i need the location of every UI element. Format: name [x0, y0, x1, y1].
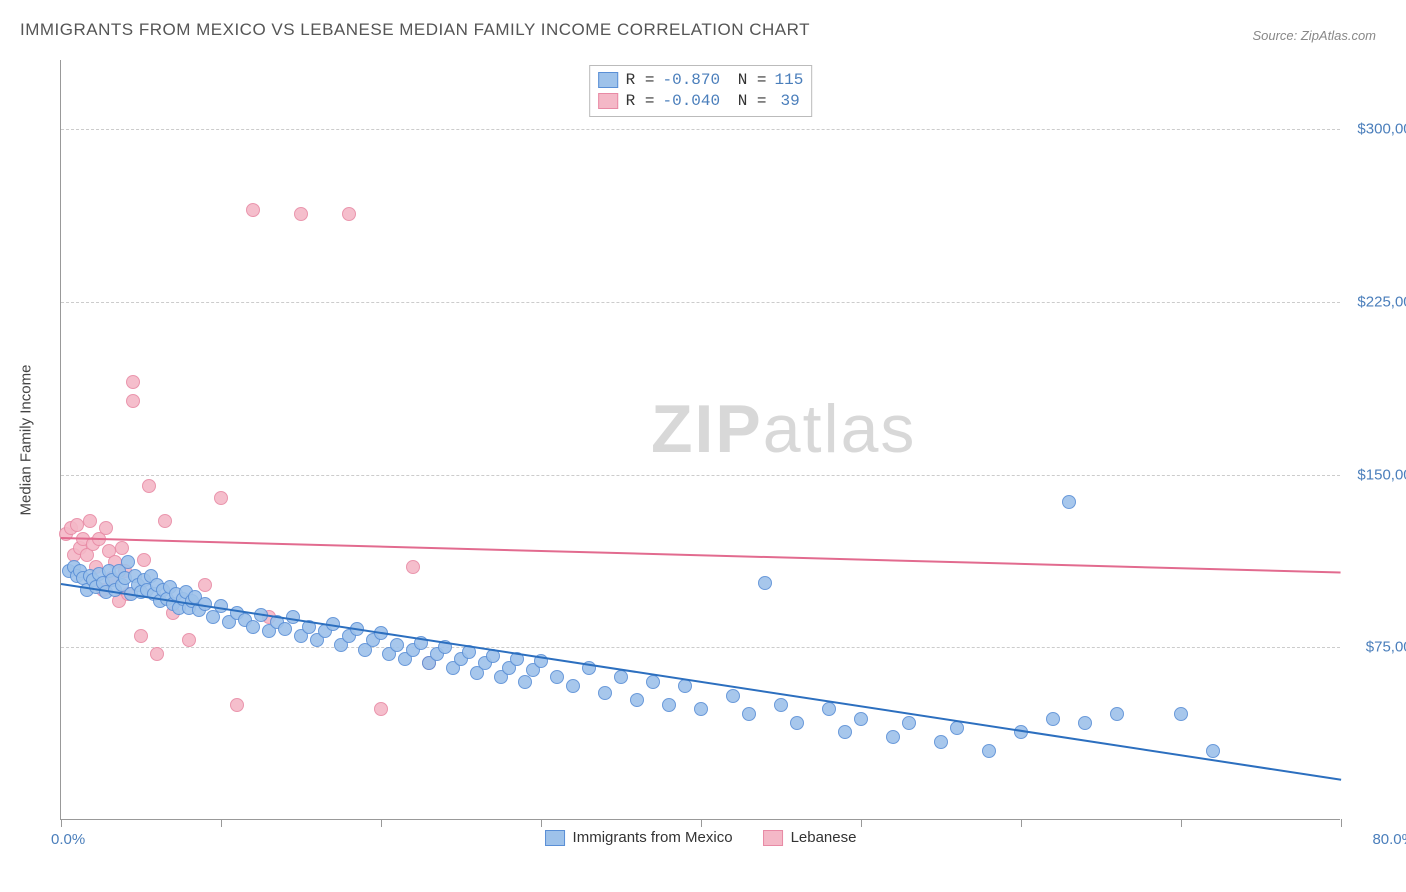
- data-point-mexico: [1206, 744, 1220, 758]
- x-max-label: 80.0%: [1372, 831, 1406, 848]
- y-gridline: [61, 302, 1340, 303]
- stat-r-lebanese: -0.040: [662, 91, 720, 112]
- y-gridline: [61, 475, 1340, 476]
- data-point-lebanese: [115, 541, 129, 555]
- legend-swatch-mexico: [545, 830, 565, 846]
- stat-n-mexico: 115: [775, 70, 804, 91]
- y-tick-label: $75,000: [1350, 639, 1406, 656]
- data-point-mexico: [678, 679, 692, 693]
- data-point-mexico: [934, 735, 948, 749]
- data-point-mexico: [1174, 707, 1188, 721]
- x-tick: [541, 819, 542, 827]
- data-point-lebanese: [182, 633, 196, 647]
- swatch-mexico: [598, 72, 618, 88]
- data-point-mexico: [1078, 716, 1092, 730]
- y-gridline: [61, 129, 1340, 130]
- data-point-lebanese: [158, 514, 172, 528]
- data-point-mexico: [566, 679, 580, 693]
- data-point-mexico: [838, 725, 852, 739]
- x-tick: [381, 819, 382, 827]
- x-tick: [861, 819, 862, 827]
- y-gridline: [61, 647, 1340, 648]
- data-point-lebanese: [406, 560, 420, 574]
- data-point-lebanese: [83, 514, 97, 528]
- data-point-mexico: [121, 555, 135, 569]
- y-tick-label: $300,000: [1350, 121, 1406, 138]
- data-point-lebanese: [99, 521, 113, 535]
- scatter-plot: Median Family Income ZIPatlas 0.0% 80.0%…: [60, 60, 1340, 820]
- stat-r-label: R =: [626, 70, 655, 91]
- legend-item-mexico: Immigrants from Mexico: [545, 829, 733, 846]
- data-point-mexico: [598, 686, 612, 700]
- data-point-lebanese: [342, 207, 356, 221]
- x-tick: [1341, 819, 1342, 827]
- data-point-mexico: [982, 744, 996, 758]
- data-point-mexico: [1062, 495, 1076, 509]
- source-label: Source: ZipAtlas.com: [1252, 28, 1376, 43]
- data-point-lebanese: [126, 375, 140, 389]
- x-tick: [701, 819, 702, 827]
- data-point-mexico: [630, 693, 644, 707]
- data-point-mexico: [550, 670, 564, 684]
- data-point-lebanese: [294, 207, 308, 221]
- legend-item-lebanese: Lebanese: [763, 829, 857, 846]
- data-point-mexico: [390, 638, 404, 652]
- legend-label-mexico: Immigrants from Mexico: [573, 829, 733, 846]
- watermark: ZIPatlas: [651, 390, 916, 468]
- trend-line-lebanese: [61, 537, 1341, 574]
- swatch-lebanese: [598, 93, 618, 109]
- legend-label-lebanese: Lebanese: [791, 829, 857, 846]
- stat-r-label: R =: [626, 91, 655, 112]
- stats-row-mexico: R = -0.870 N = 115: [598, 70, 804, 91]
- watermark-rest: atlas: [763, 391, 917, 467]
- data-point-mexico: [1046, 712, 1060, 726]
- stats-legend: R = -0.870 N = 115 R = -0.040 N = 39: [589, 65, 813, 117]
- x-tick: [1181, 819, 1182, 827]
- data-point-mexico: [742, 707, 756, 721]
- data-point-mexico: [790, 716, 804, 730]
- data-point-lebanese: [230, 698, 244, 712]
- data-point-mexico: [886, 730, 900, 744]
- data-point-mexico: [662, 698, 676, 712]
- trend-line-mexico: [61, 583, 1341, 781]
- data-point-lebanese: [126, 394, 140, 408]
- data-point-lebanese: [246, 203, 260, 217]
- data-point-mexico: [854, 712, 868, 726]
- data-point-mexico: [1110, 707, 1124, 721]
- data-point-lebanese: [374, 702, 388, 716]
- stat-n-lebanese: 39: [775, 91, 800, 112]
- data-point-mexico: [646, 675, 660, 689]
- y-tick-label: $150,000: [1350, 466, 1406, 483]
- series-legend: Immigrants from Mexico Lebanese: [545, 829, 857, 846]
- data-point-lebanese: [198, 578, 212, 592]
- x-tick: [61, 819, 62, 827]
- data-point-mexico: [950, 721, 964, 735]
- data-point-mexico: [902, 716, 916, 730]
- x-min-label: 0.0%: [51, 831, 85, 848]
- y-tick-label: $225,000: [1350, 293, 1406, 310]
- stat-r-mexico: -0.870: [662, 70, 720, 91]
- data-point-mexico: [758, 576, 772, 590]
- data-point-mexico: [774, 698, 788, 712]
- legend-swatch-lebanese: [763, 830, 783, 846]
- data-point-mexico: [822, 702, 836, 716]
- data-point-mexico: [614, 670, 628, 684]
- watermark-bold: ZIP: [651, 391, 763, 467]
- data-point-lebanese: [150, 647, 164, 661]
- y-axis-label: Median Family Income: [18, 364, 35, 515]
- data-point-lebanese: [134, 629, 148, 643]
- data-point-lebanese: [214, 491, 228, 505]
- data-point-lebanese: [142, 479, 156, 493]
- x-tick: [221, 819, 222, 827]
- stats-row-lebanese: R = -0.040 N = 39: [598, 91, 804, 112]
- data-point-mexico: [694, 702, 708, 716]
- stat-n-label: N =: [728, 91, 766, 112]
- stat-n-label: N =: [728, 70, 766, 91]
- x-tick: [1021, 819, 1022, 827]
- page-title: IMMIGRANTS FROM MEXICO VS LEBANESE MEDIA…: [20, 20, 810, 40]
- data-point-lebanese: [137, 553, 151, 567]
- data-point-mexico: [726, 689, 740, 703]
